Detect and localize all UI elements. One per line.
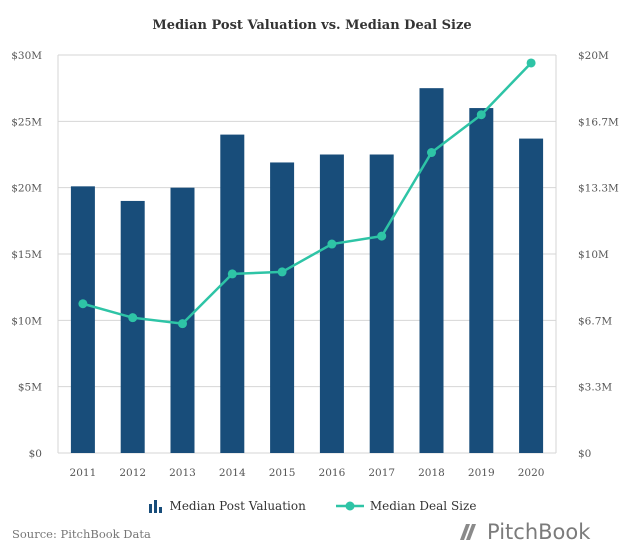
source-note: Source: PitchBook Data: [12, 527, 151, 541]
chart-title: Median Post Valuation vs. Median Deal Si…: [152, 18, 472, 33]
y-right-tick-label: $16.7M: [578, 116, 619, 128]
y-left-tick-label: $5M: [18, 382, 42, 394]
point-deal-size: [277, 267, 287, 277]
x-tick-label: 2011: [70, 467, 97, 479]
chart-plot: $0 $0 $5M $3.3M $10M $6.7M $15M $10M $20M $13.3M $…: [11, 50, 619, 479]
bar-valuation: [270, 162, 295, 453]
y-right-tick-label: $10M: [578, 249, 609, 261]
point-deal-size: [327, 239, 337, 249]
x-tick-label: 2012: [119, 467, 146, 479]
point-deal-size: [476, 110, 486, 120]
y-right-tick-label: $20M: [578, 50, 609, 62]
y-right-tick-label: $3.3M: [578, 382, 612, 394]
brand-name: PitchBook: [487, 520, 591, 544]
brand-logo: PitchBook: [455, 520, 590, 544]
bar-valuation: [220, 134, 245, 453]
x-tick-label: 2018: [418, 467, 445, 479]
bar-valuation: [70, 186, 95, 453]
bar-valuation: [319, 154, 344, 453]
point-deal-size: [78, 299, 88, 309]
line-series-icon: [335, 501, 364, 511]
y-right-tick-label: $6.7M: [578, 315, 612, 327]
y-left-tick-label: $0: [29, 448, 42, 460]
legend-label-valuation: Median Post Valuation: [169, 499, 306, 513]
x-tick-label: 2020: [518, 467, 545, 479]
pitchbook-logo-icon: [460, 524, 476, 540]
y-left-tick-label: $25M: [11, 116, 42, 128]
legend-label-deal-size: Median Deal Size: [369, 499, 477, 513]
bar-valuation: [419, 88, 444, 454]
line-deal-size: [82, 62, 533, 325]
x-tick-label: 2013: [169, 467, 196, 479]
x-tick-label: 2017: [368, 467, 395, 479]
y-right-tick-label: $0: [578, 448, 591, 460]
point-deal-size: [178, 319, 187, 329]
legend-item-valuation[interactable]: Median Post Valuation: [148, 498, 306, 514]
x-tick-label: 2019: [468, 467, 495, 479]
x-tick-label: 2015: [269, 467, 296, 479]
point-deal-size: [128, 313, 138, 323]
y-left-tick-label: $10M: [11, 315, 42, 327]
point-deal-size: [427, 148, 436, 158]
point-deal-size: [227, 269, 237, 279]
x-tick-label: 2014: [219, 467, 246, 479]
point-deal-size: [377, 231, 387, 241]
bar-valuation: [469, 108, 494, 454]
point-deal-size: [526, 58, 536, 68]
chart-legend: Median Post Valuation Median Deal Size: [0, 498, 624, 514]
bar-valuation: [120, 200, 145, 453]
y-left-tick-label: $20M: [11, 183, 42, 195]
y-left-tick-label: $15M: [11, 249, 42, 261]
bar-valuation: [519, 138, 544, 453]
legend-item-deal-size[interactable]: Median Deal Size: [335, 499, 477, 513]
bar-series-icon: [148, 500, 162, 513]
y-right-tick-label: $13.3M: [578, 183, 619, 195]
y-left-tick-label: $30M: [11, 50, 42, 62]
bar-valuation: [369, 154, 394, 453]
x-tick-label: 2016: [319, 467, 346, 479]
